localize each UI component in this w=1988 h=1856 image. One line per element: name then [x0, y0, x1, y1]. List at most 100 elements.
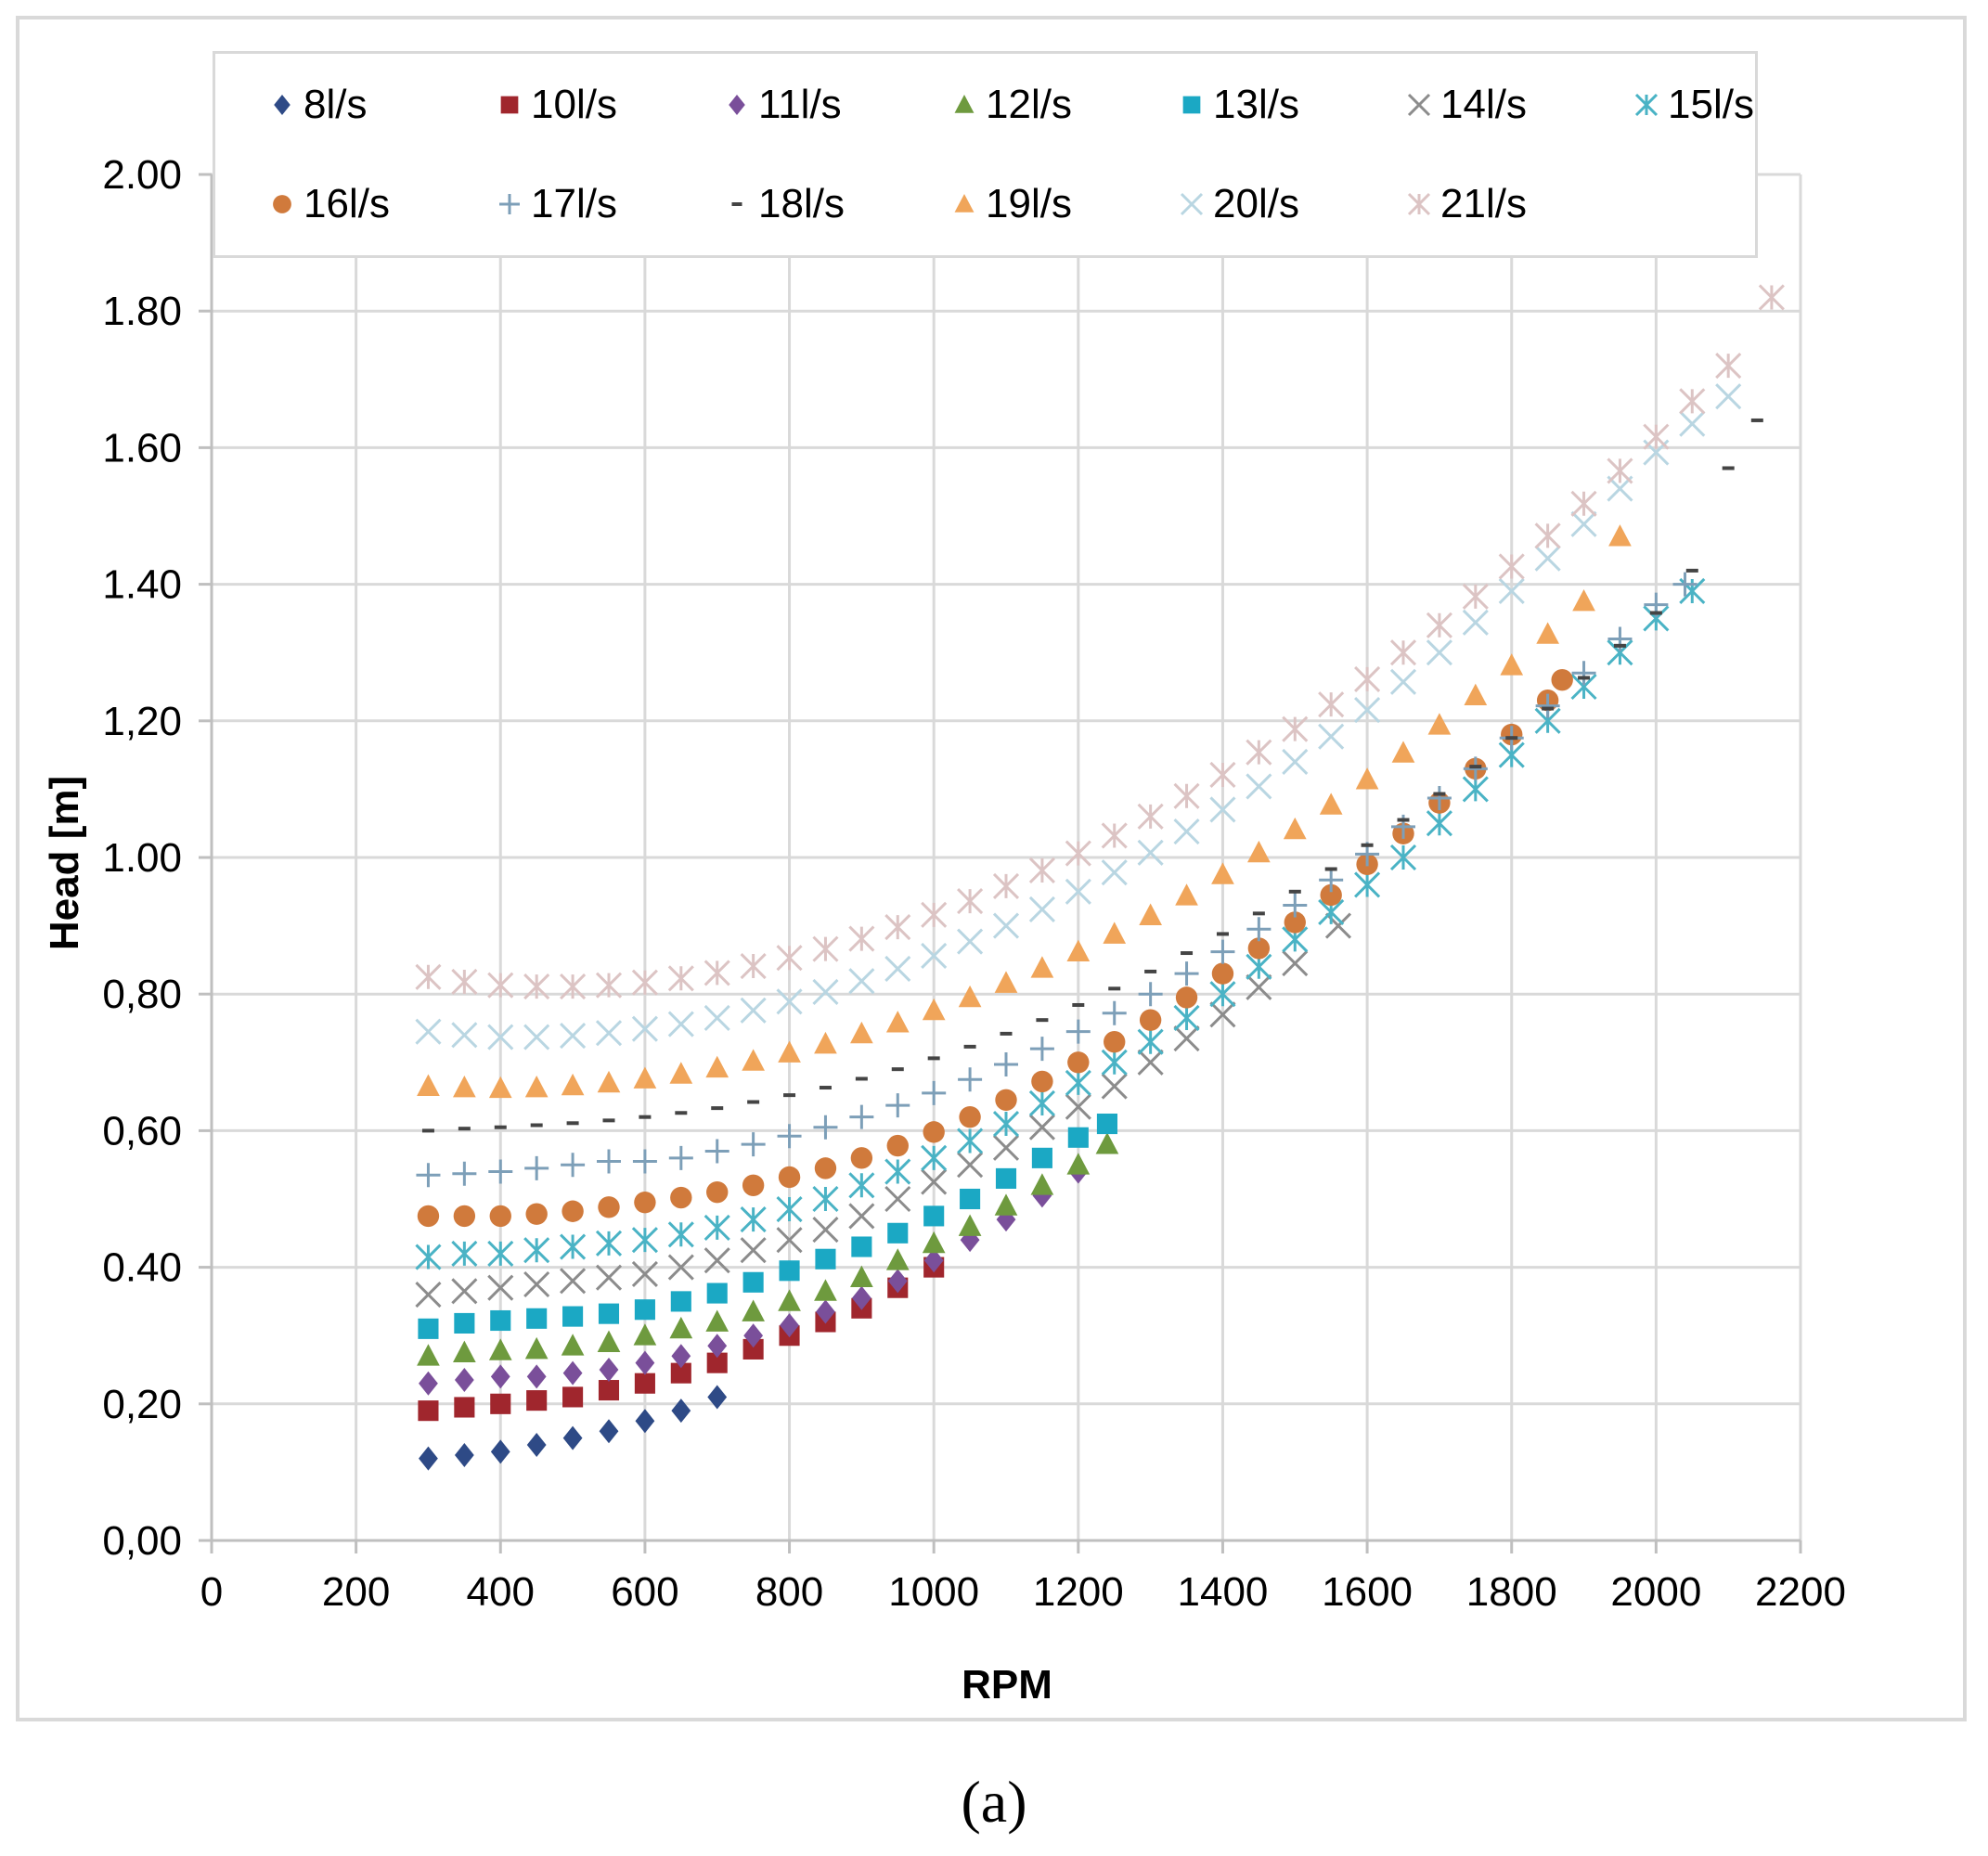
data-point [1096, 1113, 1117, 1135]
x-tick-label: 1800 [1466, 1569, 1557, 1615]
legend-marker [954, 95, 975, 113]
figure-caption: (a) [961, 1769, 1027, 1835]
data-point [778, 1040, 801, 1063]
data-point [670, 1291, 691, 1312]
data-point [777, 1124, 802, 1149]
x-tick-label: 1000 [888, 1569, 979, 1615]
y-tick-label: 1.40 [102, 562, 182, 608]
data-point [418, 1400, 439, 1422]
y-tick-label: 0,60 [102, 1108, 182, 1154]
data-point [1101, 1073, 1128, 1100]
data-point [884, 914, 911, 941]
data-point [417, 1205, 440, 1228]
data-point [780, 1313, 799, 1338]
data-point [923, 1121, 945, 1143]
data-point [1572, 589, 1595, 612]
data-point [490, 1309, 511, 1332]
data-point [1101, 1049, 1128, 1076]
data-point [597, 1070, 621, 1093]
legend-entry: 15l/s [1631, 77, 1754, 133]
tick-labels: 0 200 400 600 800 1000 1200 1400 1600 1800 2000 220… [102, 152, 1846, 1615]
data-point [417, 1074, 440, 1096]
data-point [995, 1089, 1017, 1111]
data-point [560, 1233, 587, 1260]
data-point [419, 1371, 438, 1396]
data-point [635, 1409, 655, 1434]
y-tick-label: 1.00 [102, 835, 182, 881]
data-point [633, 1066, 657, 1089]
data-point [1319, 868, 1344, 893]
data-point [634, 1299, 655, 1321]
data-point [523, 1024, 550, 1050]
data-point [670, 1186, 692, 1209]
data-point [814, 1279, 837, 1301]
data-point [704, 1004, 730, 1032]
data-point [850, 1021, 873, 1044]
data-point [524, 1336, 549, 1360]
legend-marker [500, 96, 519, 114]
data-point [994, 1052, 1018, 1077]
data-point [1355, 767, 1379, 790]
x-tick-label: 1400 [1178, 1569, 1269, 1615]
y-tick-label: 1.80 [102, 289, 182, 334]
legend-label: 19l/s [986, 181, 1072, 226]
data-point [418, 1318, 439, 1339]
data-point [1067, 1127, 1089, 1148]
data-point [848, 968, 875, 995]
data-point [923, 1248, 944, 1273]
data-point [707, 1385, 728, 1410]
data-point [634, 1373, 655, 1394]
data-point [560, 1023, 587, 1050]
x-tick-label: 800 [755, 1569, 823, 1615]
data-point [1672, 572, 1698, 597]
data-point [631, 1260, 658, 1288]
legend-label: 10l/s [531, 82, 617, 127]
data-point [599, 1358, 619, 1382]
data-point [851, 1285, 871, 1310]
data-point [886, 1134, 909, 1157]
data-point [1679, 410, 1706, 437]
data-point [526, 1364, 547, 1389]
data-point [1103, 922, 1127, 944]
data-point [1318, 723, 1345, 750]
data-point [1139, 903, 1162, 925]
series-13l-s [418, 1113, 1117, 1339]
legend-entry: 18l/s [721, 176, 845, 232]
data-point [885, 1011, 910, 1033]
data-point [1389, 668, 1417, 695]
data-point [668, 1145, 693, 1170]
data-point [454, 1368, 474, 1393]
data-point [848, 1172, 875, 1199]
data-point [451, 1240, 478, 1267]
data-point [740, 1206, 767, 1233]
data-point [1101, 859, 1128, 886]
legend-marker [274, 95, 290, 115]
data-point [1643, 423, 1670, 450]
series-18l-s [421, 418, 1763, 1133]
data-point [1608, 524, 1632, 547]
data-point [1715, 353, 1742, 380]
data-point [1498, 553, 1525, 580]
data-point [562, 1200, 584, 1222]
data-point [1137, 803, 1164, 830]
legend-label: 15l/s [1668, 82, 1754, 127]
data-point [1028, 896, 1055, 922]
data-point [1028, 1114, 1055, 1141]
data-point [490, 1439, 510, 1464]
data-point [1175, 986, 1198, 1009]
data-point [562, 1386, 584, 1408]
series-20l-s [415, 383, 1742, 1050]
legend-marker-icon [954, 194, 975, 213]
legend-label: 20l/s [1213, 181, 1299, 226]
data-point [1500, 653, 1524, 676]
data-point [992, 912, 1020, 939]
data-point [523, 1270, 550, 1298]
data-point [922, 998, 946, 1021]
data-point [815, 1248, 836, 1270]
data-point [850, 1147, 873, 1169]
data-point [1389, 639, 1417, 666]
y-tick-label: 1.60 [102, 425, 182, 470]
legend-marker-icon [1182, 96, 1201, 114]
data-point [1209, 796, 1236, 823]
